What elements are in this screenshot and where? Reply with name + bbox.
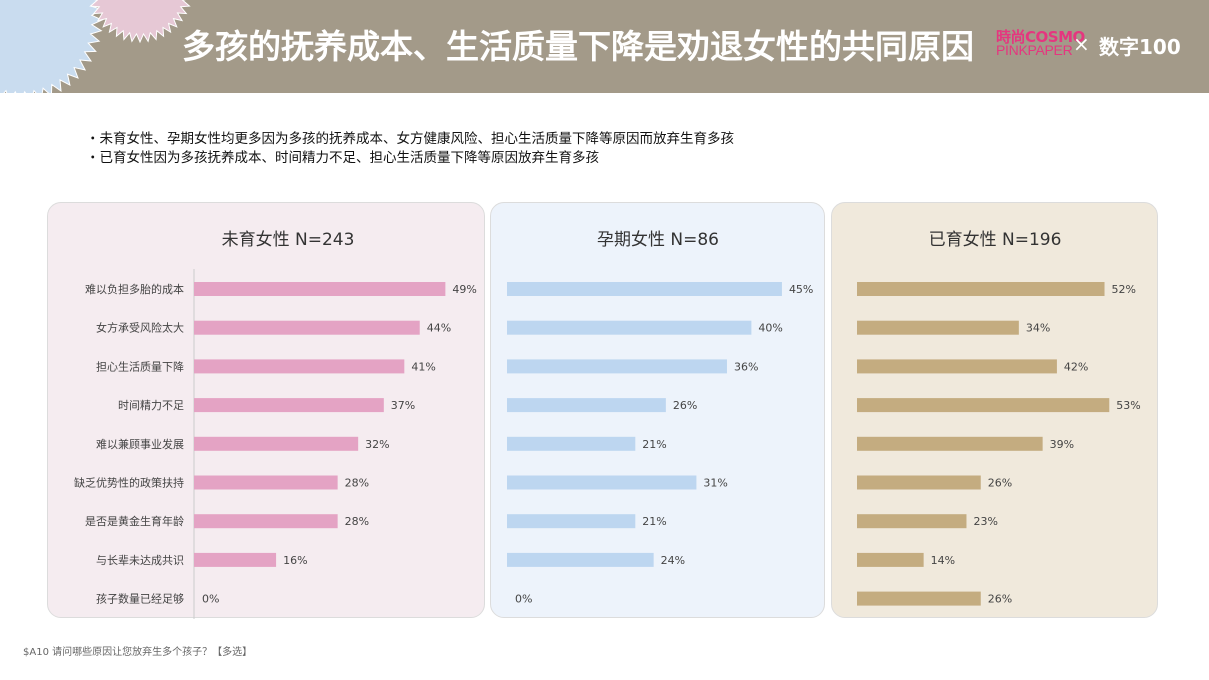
bar — [507, 552, 654, 567]
data-label: 49% — [452, 283, 476, 296]
brand-logos: 時尚COSMO PINKPAPER × 数字100 — [996, 26, 1186, 66]
data-label: 26% — [988, 477, 1012, 490]
bar — [857, 475, 981, 490]
category-label: 是否是黄金生育年龄 — [85, 514, 184, 528]
bar — [194, 552, 277, 567]
decorative-starbursts — [0, 0, 191, 93]
bar — [857, 282, 1105, 296]
bar — [507, 398, 666, 413]
data-label: 16% — [283, 554, 307, 567]
chart-panel-no-children: 未育女性 N=243 难以负担多胎的成本 49% 女方承受风险太大 44% 担心生活质量下… — [47, 202, 485, 619]
bar — [194, 514, 338, 529]
blue-starburst — [0, 0, 104, 93]
data-label: 53% — [1116, 399, 1140, 412]
chart-title: 未育女性 N=243 — [222, 230, 355, 250]
summary-bullet: ・已育女性因为多孩抚养成本、时间精力不足、担心生活质量下降等原因放弃生育多孩 — [86, 150, 599, 166]
summary-bullets: ・未育女性、孕期女性均更多因为多孩的抚养成本、女方健康风险、担心生活质量下降等原… — [86, 130, 734, 168]
data-label: 32% — [365, 438, 389, 451]
summary-bullet: ・未育女性、孕期女性均更多因为多孩的抚养成本、女方健康风险、担心生活质量下降等原… — [86, 131, 734, 147]
bar — [194, 475, 338, 490]
bar — [857, 436, 1043, 451]
bar — [194, 398, 384, 413]
bar — [507, 282, 782, 296]
bar — [507, 320, 752, 335]
bar — [857, 591, 981, 606]
chart-panel-pregnant: 孕期女性 N=86 45% 40% 36% 26% 21% 31% 21% 24% 0% — [490, 202, 825, 618]
data-label: 31% — [703, 477, 727, 490]
bar — [857, 552, 924, 567]
data-label: 39% — [1050, 438, 1074, 451]
chart-title: 孕期女性 N=86 — [597, 230, 719, 250]
chart-title: 已育女性 N=196 — [929, 230, 1062, 250]
data-label: 0% — [515, 593, 532, 606]
category-label: 时间精力不足 — [118, 399, 184, 412]
header-banner: 多孩的抚养成本、生活质量下降是劝退女性的共同原因 時尚COSMO PINKPAP… — [0, 0, 1209, 93]
data-label: 40% — [758, 322, 782, 335]
page-title: 多孩的抚养成本、生活质量下降是劝退女性的共同原因 — [182, 27, 974, 66]
data-label: 26% — [988, 593, 1012, 606]
data-label: 26% — [673, 399, 697, 412]
bar — [857, 359, 1057, 374]
category-label: 担心生活质量下降 — [96, 359, 184, 373]
bar-chart-no-children: 未育女性 N=243 难以负担多胎的成本 49% 女方承受风险太大 44% 担心生活质量下… — [74, 230, 477, 619]
chart-panel-has-children: 已育女性 N=196 52% 34% 42% 53% 39% 26% 23% 14% 26% — [831, 202, 1158, 618]
bar — [857, 514, 967, 529]
data-label: 41% — [411, 360, 435, 373]
cosmo-logo: 時尚COSMO — [996, 28, 1085, 46]
bar — [194, 436, 359, 451]
category-label: 难以负担多胎的成本 — [85, 282, 184, 296]
bar — [194, 282, 446, 296]
pinkpaper-logo: PINKPAPER — [996, 42, 1073, 58]
category-label: 难以兼顾事业发展 — [96, 437, 184, 451]
data-label: 34% — [1026, 322, 1050, 335]
bar-chart-pregnant: 孕期女性 N=86 45% 40% 36% 26% 21% 31% 21% 24% 0% — [507, 230, 813, 606]
bar-chart-has-children: 已育女性 N=196 52% 34% 42% 53% 39% 26% 23% 14% 26% — [857, 230, 1141, 606]
bar — [194, 320, 420, 335]
category-label: 缺乏优势性的政策扶持 — [74, 476, 184, 490]
data-label: 45% — [789, 283, 813, 296]
category-label: 女方承受风险太大 — [96, 321, 184, 335]
bar — [857, 398, 1110, 413]
data-label: 24% — [661, 554, 685, 567]
bar — [507, 475, 697, 490]
pink-starburst — [89, 0, 191, 44]
brand-separator: × — [1073, 32, 1090, 56]
bar — [507, 436, 636, 451]
category-label: 孩子数量已经足够 — [96, 593, 184, 606]
data-label: 37% — [391, 399, 415, 412]
data-label: 28% — [345, 515, 369, 528]
data-label: 0% — [202, 593, 219, 606]
bar — [194, 359, 405, 374]
question-footnote: $A10 请问哪些原因让您放弃生多个孩子？【多选】 — [23, 647, 253, 658]
bar — [507, 359, 727, 374]
bar — [857, 320, 1019, 335]
data-label: 21% — [642, 515, 666, 528]
data-label: 42% — [1064, 360, 1088, 373]
data-label: 21% — [642, 438, 666, 451]
data-label: 14% — [931, 554, 955, 567]
data-label: 23% — [973, 515, 997, 528]
shuzi100-logo: 数字100 — [1099, 35, 1181, 59]
data-label: 36% — [734, 360, 758, 373]
data-label: 52% — [1112, 283, 1136, 296]
bar — [507, 514, 636, 529]
data-label: 44% — [427, 322, 451, 335]
category-label: 与长辈未达成共识 — [96, 553, 184, 567]
data-label: 28% — [345, 477, 369, 490]
